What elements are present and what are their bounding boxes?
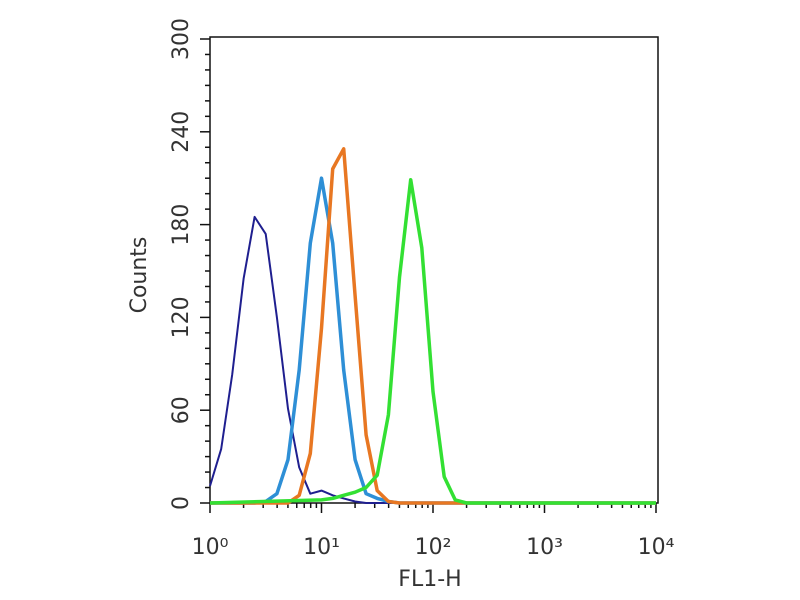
- y-tick-label: 240: [169, 111, 194, 153]
- x-tick-label: 10⁰: [192, 535, 229, 560]
- x-tick-label: 10¹: [303, 535, 340, 560]
- y-tick-label: 180: [169, 204, 194, 246]
- x-tick-label: 10³: [526, 535, 563, 560]
- histogram-line: [209, 215, 656, 504]
- histogram-line: [210, 176, 656, 505]
- histogram-line: [209, 177, 656, 505]
- y-tick-label: 300: [169, 18, 194, 60]
- histogram-line: [210, 147, 656, 505]
- x-axis-label: FL1-H: [398, 567, 461, 592]
- x-tick-label: 10²: [415, 535, 452, 560]
- y-axis-label: Counts: [127, 237, 152, 314]
- y-tick-label: 0: [169, 496, 194, 510]
- y-tick-label: 60: [169, 396, 194, 424]
- plot-frame: [209, 36, 659, 504]
- y-tick-label: 120: [169, 296, 194, 338]
- x-tick-label: 10⁴: [638, 535, 675, 560]
